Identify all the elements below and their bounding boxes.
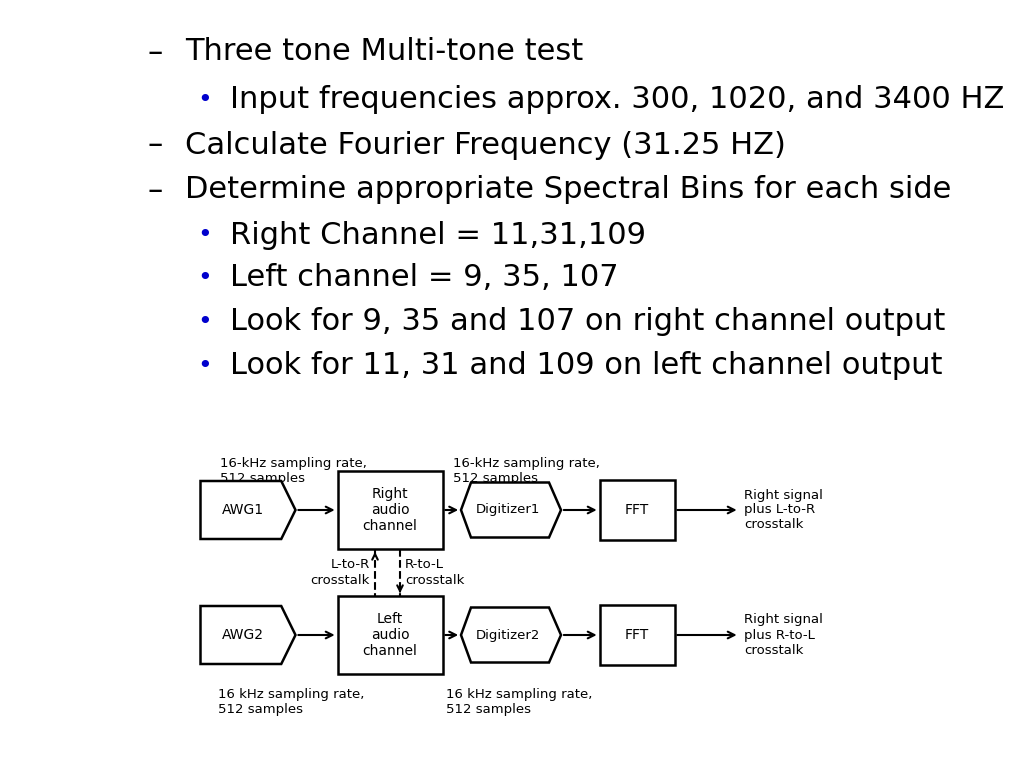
Polygon shape xyxy=(201,481,296,539)
Text: –: – xyxy=(147,38,163,67)
Text: Left
audio
channel: Left audio channel xyxy=(362,612,418,658)
Bar xyxy=(599,605,675,665)
Text: Look for 11, 31 and 109 on left channel output: Look for 11, 31 and 109 on left channel … xyxy=(230,352,942,380)
Text: Calculate Fourier Frequency (31.25 HZ): Calculate Fourier Frequency (31.25 HZ) xyxy=(185,131,785,160)
Bar xyxy=(338,471,442,549)
Text: Left channel = 9, 35, 107: Left channel = 9, 35, 107 xyxy=(230,263,618,293)
Text: Digitizer1: Digitizer1 xyxy=(476,504,541,517)
Text: Digitizer2: Digitizer2 xyxy=(476,628,541,641)
Polygon shape xyxy=(201,606,296,664)
Text: FFT: FFT xyxy=(625,503,649,517)
Text: Look for 9, 35 and 107 on right channel output: Look for 9, 35 and 107 on right channel … xyxy=(230,307,945,336)
Text: •: • xyxy=(198,223,212,247)
Text: 16-kHz sampling rate,
512 samples: 16-kHz sampling rate, 512 samples xyxy=(453,457,600,485)
Text: 16 kHz sampling rate,
512 samples: 16 kHz sampling rate, 512 samples xyxy=(446,688,592,716)
Text: L-to-R
crosstalk: L-to-R crosstalk xyxy=(310,558,370,587)
Text: •: • xyxy=(198,88,212,112)
Bar xyxy=(599,480,675,540)
Polygon shape xyxy=(461,482,561,538)
Text: •: • xyxy=(198,310,212,334)
Text: Determine appropriate Spectral Bins for each side: Determine appropriate Spectral Bins for … xyxy=(185,176,951,204)
Text: Right signal
plus R-to-L
crosstalk: Right signal plus R-to-L crosstalk xyxy=(744,614,823,657)
Text: –: – xyxy=(147,176,163,204)
Text: –: – xyxy=(147,131,163,160)
Polygon shape xyxy=(461,607,561,663)
Text: AWG1: AWG1 xyxy=(222,503,264,517)
Text: AWG2: AWG2 xyxy=(222,628,264,642)
Text: •: • xyxy=(198,354,212,378)
Text: FFT: FFT xyxy=(625,628,649,642)
Text: Input frequencies approx. 300, 1020, and 3400 HZ: Input frequencies approx. 300, 1020, and… xyxy=(230,85,1005,114)
Bar xyxy=(338,596,442,674)
Text: 16-kHz sampling rate,
512 samples: 16-kHz sampling rate, 512 samples xyxy=(220,457,367,485)
Text: Right signal
plus L-to-R
crosstalk: Right signal plus L-to-R crosstalk xyxy=(744,488,823,531)
Text: 16 kHz sampling rate,
512 samples: 16 kHz sampling rate, 512 samples xyxy=(218,688,365,716)
Text: Right
audio
channel: Right audio channel xyxy=(362,487,418,533)
Text: Three tone Multi-tone test: Three tone Multi-tone test xyxy=(185,38,584,67)
Text: Right Channel = 11,31,109: Right Channel = 11,31,109 xyxy=(230,220,646,250)
Text: •: • xyxy=(198,266,212,290)
Text: R-to-L
crosstalk: R-to-L crosstalk xyxy=(406,558,464,587)
